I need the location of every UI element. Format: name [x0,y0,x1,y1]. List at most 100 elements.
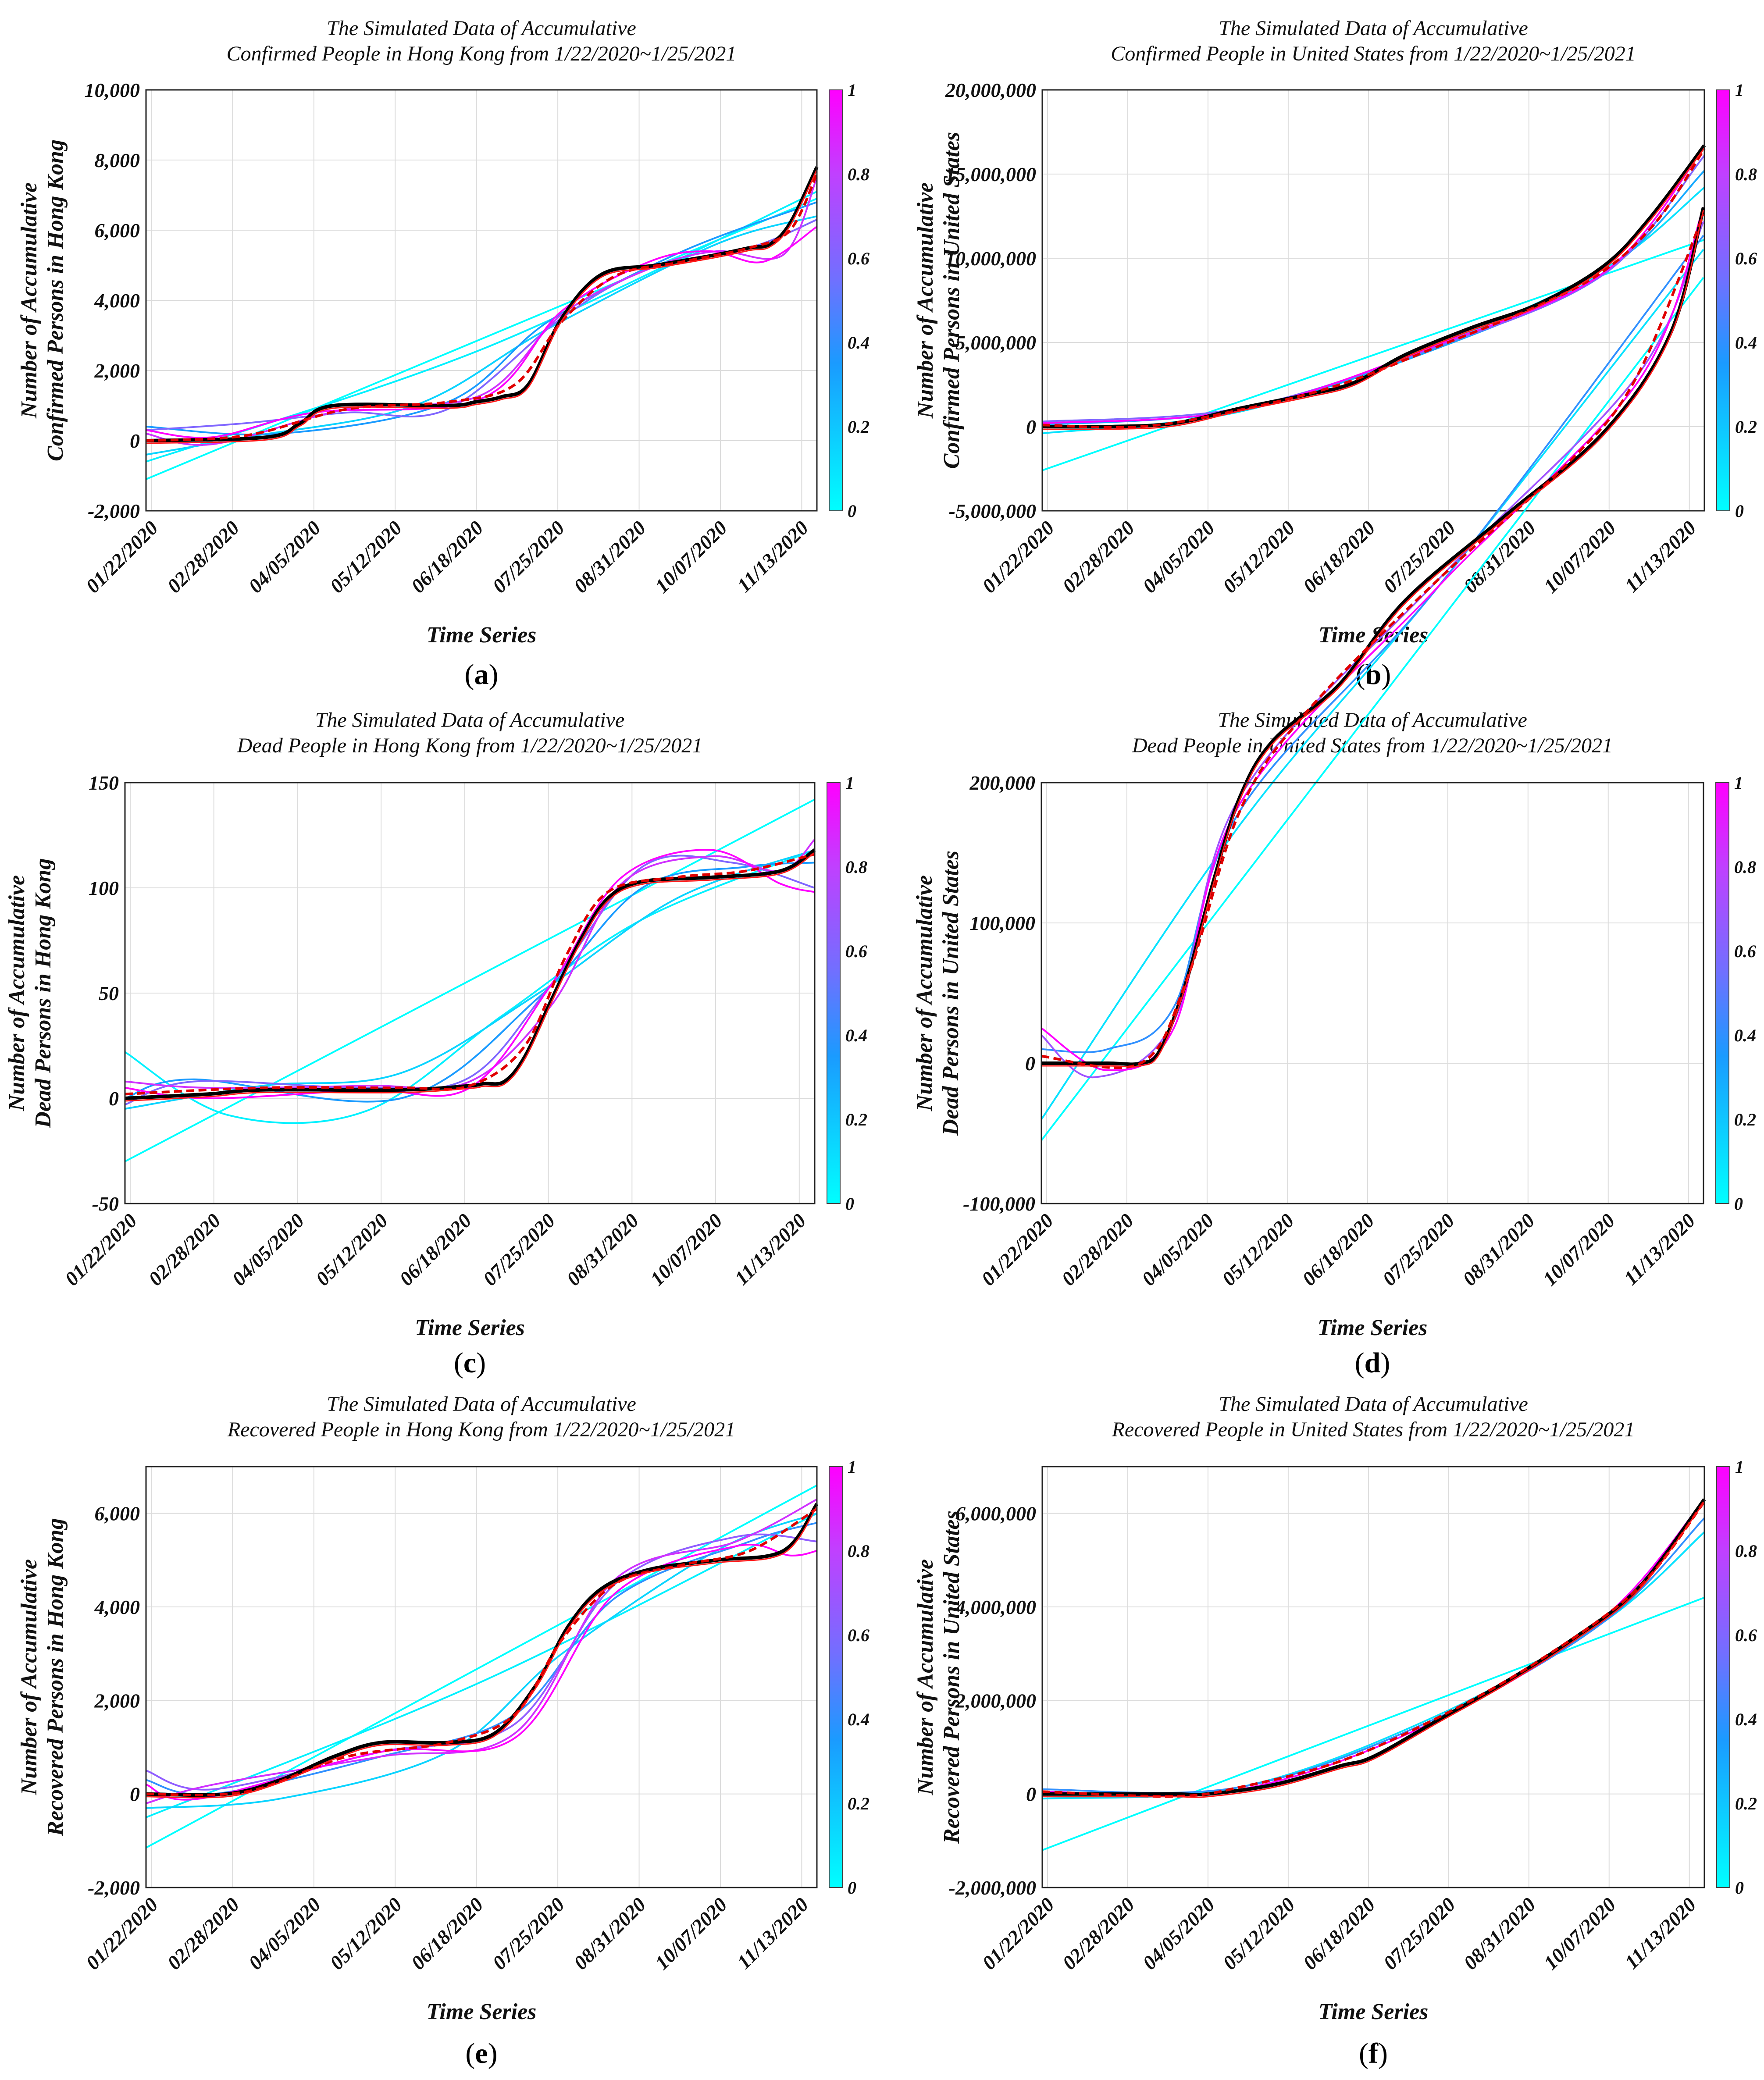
colorbar-tick-label: 1 [1734,773,1743,793]
panel-label: (a) [465,659,499,691]
colorbar-tick-label: 0.8 [1735,1541,1757,1561]
red-fit-line [146,169,818,444]
x-axis-label: Time Series [415,1315,525,1340]
panel-label-open: ( [1359,2037,1368,2069]
y-axis-label-line: Number of Accumulative [913,1559,938,1795]
x-tick-label: 07/25/2020 [1378,1209,1459,1290]
panel-label: (c) [454,1347,486,1379]
x-tick-label: 04/05/2020 [244,1893,325,1974]
fit-curve [1041,235,1704,1054]
panel-label-letter: a [474,659,489,691]
chart-title-line: The Simulated Data of Accumulative [315,709,625,732]
fit-curve [1041,207,1704,1072]
colorbar-tick-label: 0.2 [848,417,870,437]
y-tick-label: 0 [1026,416,1036,438]
panel-label-close: ) [489,659,499,691]
fit-curve [125,798,815,1162]
colorbar-tick-label: 1 [848,1457,856,1477]
colorbar-tick-label: 0 [845,1194,854,1214]
y-axis-label-line: Number of Accumulative [913,182,938,419]
y-tick-label: 4,000,000 [955,1596,1036,1618]
chart-title-line: The Simulated Data of Accumulative [1219,1393,1528,1416]
y-tick-label: 0 [109,1087,119,1110]
x-tick-label: 06/18/2020 [1298,1209,1379,1290]
colorbar-tick-label: 0.6 [848,1625,870,1645]
y-axis-label-line: Number of Accumulative [17,1559,42,1795]
actual-data-line [1041,207,1705,1066]
panel-label-open: ( [465,2037,475,2069]
plot-frame [145,89,818,512]
y-tick-label: 100 [89,877,119,899]
x-tick-label: 10/07/2020 [646,1209,727,1290]
y-axis-label-line: Confirmed Persons in United States [939,132,964,469]
red-fit-line [1042,147,1705,431]
x-axis-label: Time Series [427,623,537,648]
chart-panel-c: The Simulated Data of Accumulative Dead P… [4,709,867,1379]
y-axis-label-line: Recovered Persons in United States [939,1510,964,1844]
y-tick-label: 8,000 [95,149,140,171]
x-tick-label: 02/28/2020 [163,516,243,597]
y-tick-label: 10,000,000 [945,247,1036,270]
colorbar [829,1466,843,1888]
panel-label-open: ( [1355,1347,1365,1379]
chart-title-line: Confirmed People in United States from 1… [1111,42,1636,65]
x-tick-label: 08/31/2020 [569,516,650,597]
plot-frame [1041,89,1705,512]
y-axis-label-line: Confirmed Persons in Hong Kong [43,139,68,461]
chart-panel-b: The Simulated Data of AccumulativeConfir… [913,17,1757,691]
red-fit-line [1042,148,1706,429]
fit-curve [1042,1596,1705,1851]
fit-curve [146,198,817,480]
red-fit-line [1042,1501,1706,1798]
colorbar [827,782,841,1204]
actual-data-line [125,848,816,1100]
colorbar-tick-label: 0.4 [1735,1710,1757,1729]
chart-panel-f: The Simulated Data of Accumulative Recove… [913,1393,1757,2069]
panel-label: (d) [1355,1347,1390,1379]
y-tick-label: 5,000,000 [955,331,1036,354]
x-tick-label: 10/07/2020 [1539,1893,1620,1974]
y-tick-label: 6,000 [95,1503,140,1525]
chart-title-line: Dead People in United States from 1/22/2… [1132,734,1613,757]
red-fit-line [1041,210,1704,1068]
x-tick-label: 05/12/2020 [325,516,406,597]
red-fit-line [146,173,818,442]
panel-label-close: ) [1380,1347,1390,1379]
red-fit-line [125,852,815,1102]
y-tick-label: -50 [92,1193,119,1215]
x-tick-label: 02/28/2020 [144,1209,225,1290]
panel-label-close: ) [1381,659,1391,691]
fit-curve [146,1543,817,1801]
colorbar-tick-label: 1 [1735,1457,1744,1477]
y-axis-label-line: Number of Accumulative [17,182,42,419]
plot-frame [124,782,816,1204]
y-tick-label: 10,000 [85,79,140,101]
y-tick-label: 0 [1026,1783,1036,1806]
panel-label-close: ) [476,1347,486,1379]
plot-area [1042,1467,1704,1888]
x-tick-label: 11/13/2020 [1620,516,1700,596]
y-axis-label-line: Dead Persons in United States [938,851,963,1136]
x-tick-label: 04/05/2020 [244,516,325,597]
colorbar-tick-label: 0.4 [1735,333,1757,353]
colorbar-tick-label: 0.2 [1734,1110,1756,1129]
y-axis-label-line: Dead Persons in Hong Kong [31,858,56,1128]
red-fit-line [1042,1501,1705,1798]
x-tick-label: 10/07/2020 [1539,1209,1619,1290]
colorbar-tick-label: 0.8 [848,164,870,184]
x-tick-label: 11/13/2020 [1620,1893,1700,1973]
y-tick-label: 6,000 [95,219,140,242]
y-tick-label: 0 [130,430,140,452]
colorbar-tick-label: 0.2 [1735,417,1757,437]
colorbar-tick-label: 0.6 [848,249,870,268]
y-tick-label: 0 [1025,1052,1035,1075]
x-tick-label: 06/18/2020 [1299,1893,1379,1974]
x-tick-label: 02/28/2020 [1058,1893,1139,1974]
chart-title-line: Recovered People in Hong Kong from 1/22/… [227,1418,735,1441]
x-tick-label: 04/05/2020 [1138,1893,1219,1974]
y-tick-label: 200,000 [969,772,1036,794]
x-tick-label: 10/07/2020 [1539,516,1620,597]
x-tick-label: 01/22/2020 [978,1893,1058,1974]
x-tick-label: 11/13/2020 [1619,1209,1699,1289]
plot-frame [145,1466,818,1888]
